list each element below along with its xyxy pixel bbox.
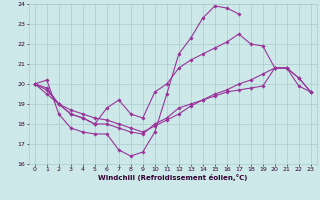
X-axis label: Windchill (Refroidissement éolien,°C): Windchill (Refroidissement éolien,°C) <box>98 174 247 181</box>
